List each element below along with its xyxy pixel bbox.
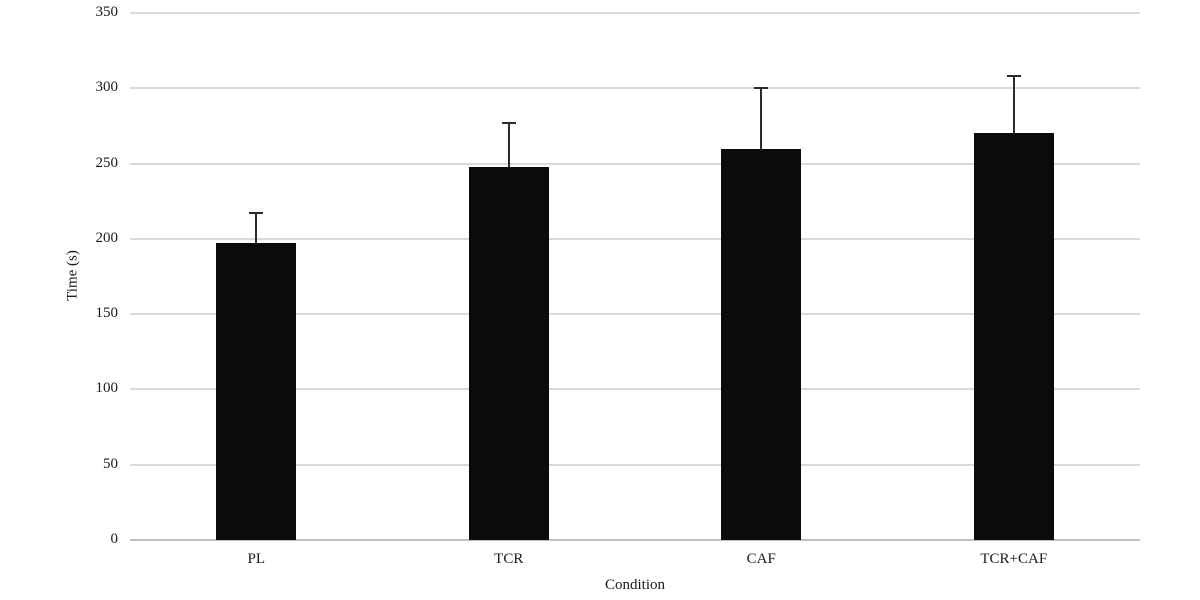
gridline-200 [130,237,1140,240]
gridline-300 [130,87,1140,90]
gridline-250 [130,162,1140,165]
y-tick-label-300: 300 [95,79,119,96]
gridline-350 [130,12,1140,14]
y-tick-label-150: 150 [95,305,119,322]
x-axis-line [130,539,1140,541]
error-bar-cap-TCR+CAF [1006,75,1021,78]
y-tick-label-0: 0 [110,531,119,547]
x-axis-title: Condition [604,577,665,593]
x-tick-label-PL: PL [247,551,265,567]
error-bar-cap-PL [249,212,264,215]
y-tick-label-250: 250 [95,154,119,171]
bar-PL [216,243,297,540]
y-axis-title: Time (s) [64,249,81,301]
error-bar-cap-CAF [754,87,769,90]
x-tick-label-TCR: TCR [494,551,524,567]
error-bar-stem-TCR+CAF [1012,76,1015,134]
y-tick-label-100: 100 [95,380,119,397]
bar-TCR+CAF [973,133,1054,540]
gridline-150 [130,313,1140,316]
error-bar-stem-TCR [507,122,510,167]
gridline-100 [130,388,1140,391]
bar-TCR [468,166,549,540]
y-tick-label-350: 350 [95,4,119,20]
error-bar-cap-TCR [501,121,516,124]
error-bar-stem-PL [255,213,258,244]
bar-CAF [721,148,802,540]
y-tick-label-200: 200 [95,229,119,246]
y-tick-label-50: 50 [103,455,118,472]
x-tick-label-CAF: CAF [746,551,776,567]
x-tick-label-TCR+CAF: TCR+CAF [980,551,1048,567]
gridline-50 [130,463,1140,466]
error-bar-stem-CAF [760,88,763,149]
